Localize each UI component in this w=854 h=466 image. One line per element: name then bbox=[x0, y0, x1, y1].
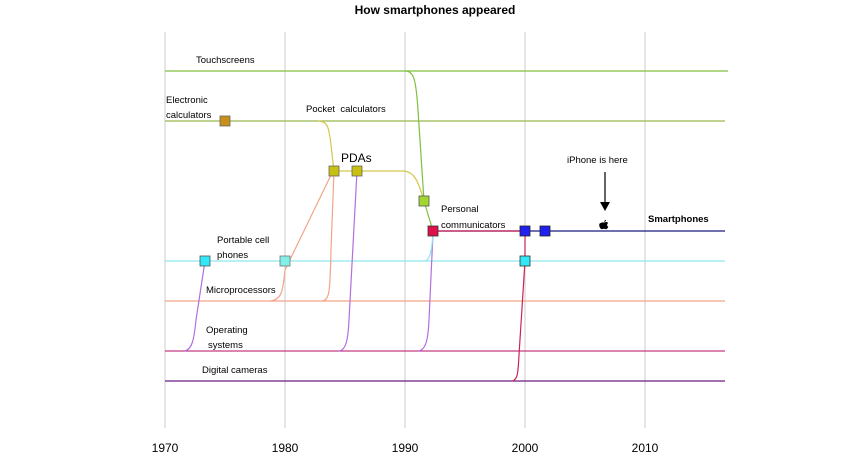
annotation-text: iPhone is here bbox=[567, 155, 628, 166]
diagram-canvas: How smartphones appeared 1970 1980 1990 … bbox=[0, 0, 854, 461]
label-personal-communicators-2: communicators bbox=[441, 220, 506, 231]
label-portable-cell-phones-2: phones bbox=[217, 250, 248, 261]
label-electronic-calculators-1: Electronic bbox=[166, 95, 208, 106]
label-digital-cameras: Digital cameras bbox=[202, 365, 268, 376]
marker-cell-camera-convergence bbox=[520, 256, 530, 266]
marker-electronic-calculators bbox=[220, 116, 230, 126]
x-tick-label: 1980 bbox=[272, 441, 299, 455]
curve-touchscreens-to-communicators bbox=[405, 71, 433, 231]
x-tick-label: 1990 bbox=[392, 441, 419, 455]
apple-logo-icon bbox=[599, 220, 608, 229]
label-portable-cell-phones-1: Portable cell bbox=[217, 235, 269, 246]
curve-cameras-to-smartphones bbox=[512, 261, 525, 381]
curve-microprocessors-to-pdas bbox=[270, 173, 332, 301]
x-axis: 1970 1980 1990 2000 2010 bbox=[152, 441, 659, 455]
label-pocket-calculators: Pocket calculators bbox=[306, 104, 386, 115]
marker-portable-cell-phones-1 bbox=[200, 256, 210, 266]
curve-calculators-to-pdas bbox=[318, 121, 334, 171]
x-tick-label: 2000 bbox=[512, 441, 539, 455]
marker-portable-cell-phones-2 bbox=[280, 256, 290, 266]
technology-labels: Touchscreens Electronic calculators Pock… bbox=[166, 55, 709, 376]
label-touchscreens: Touchscreens bbox=[196, 55, 255, 66]
iphone-annotation: iPhone is here bbox=[567, 155, 628, 229]
marker-pocket-calculators bbox=[329, 166, 339, 176]
x-tick-label: 1970 bbox=[152, 441, 179, 455]
marker-personal-communicators bbox=[428, 226, 438, 236]
x-tick-label: 2010 bbox=[632, 441, 659, 455]
smartphone-history-diagram: How smartphones appeared 1970 1980 1990 … bbox=[0, 0, 854, 461]
marker-smartphones-1 bbox=[520, 226, 530, 236]
marker-pdas bbox=[352, 166, 362, 176]
label-electronic-calculators-2: calculators bbox=[166, 110, 212, 121]
annotation-arrowhead bbox=[600, 202, 610, 211]
label-pdas: PDAs bbox=[341, 151, 372, 165]
label-operating-systems-1: Operating bbox=[206, 325, 248, 336]
label-microprocessors: Microprocessors bbox=[206, 285, 276, 296]
diagram-title: How smartphones appeared bbox=[355, 3, 516, 17]
marker-touchscreens bbox=[419, 196, 429, 206]
label-operating-systems-2: systems bbox=[208, 340, 243, 351]
curve-cell-early bbox=[184, 261, 205, 351]
label-smartphones: Smartphones bbox=[648, 214, 709, 225]
marker-smartphones-2 bbox=[540, 226, 550, 236]
label-personal-communicators-1: Personal bbox=[441, 204, 479, 215]
